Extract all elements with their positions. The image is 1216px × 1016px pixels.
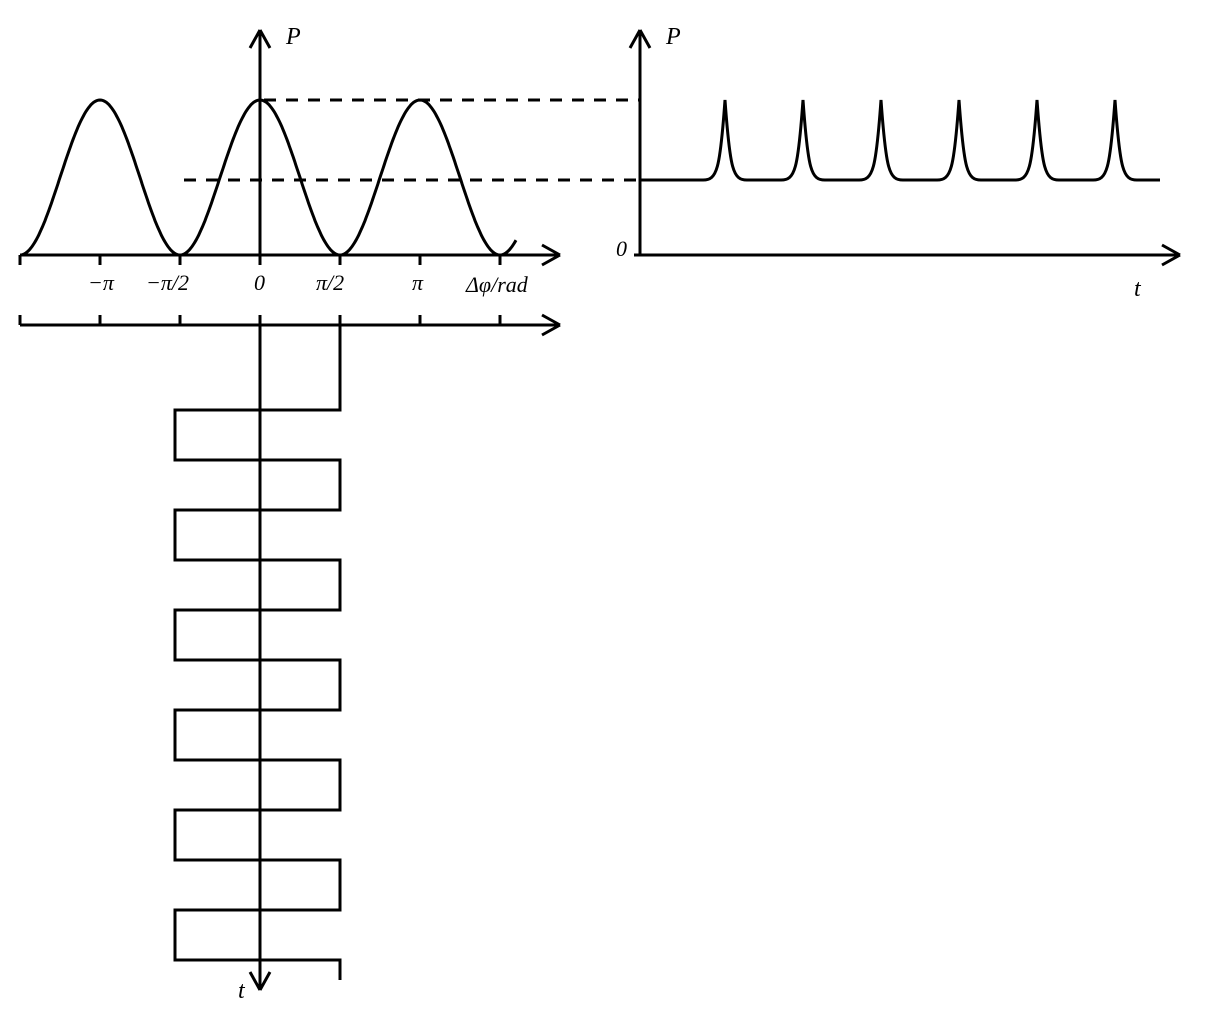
tick-pi: π [412, 270, 423, 296]
right-origin-label: 0 [616, 236, 627, 262]
right-x-axis-label: t [1134, 276, 1141, 303]
diagram-root: P Δφ/rad −π −π/2 0 π/2 π P 0 t t [0, 0, 1216, 1016]
left-x-axis-label: Δφ/rad [466, 272, 528, 298]
tick-neg-pi: −π [88, 270, 114, 296]
right-y-axis-label: P [666, 24, 681, 51]
tick-zero: 0 [254, 270, 265, 296]
diagram-svg [0, 0, 1216, 1016]
tick-halfpi: π/2 [316, 270, 344, 296]
tick-neg-halfpi: −π/2 [146, 270, 189, 296]
left-y-axis-label: P [286, 24, 301, 51]
bottom-axis-label: t [238, 978, 245, 1005]
